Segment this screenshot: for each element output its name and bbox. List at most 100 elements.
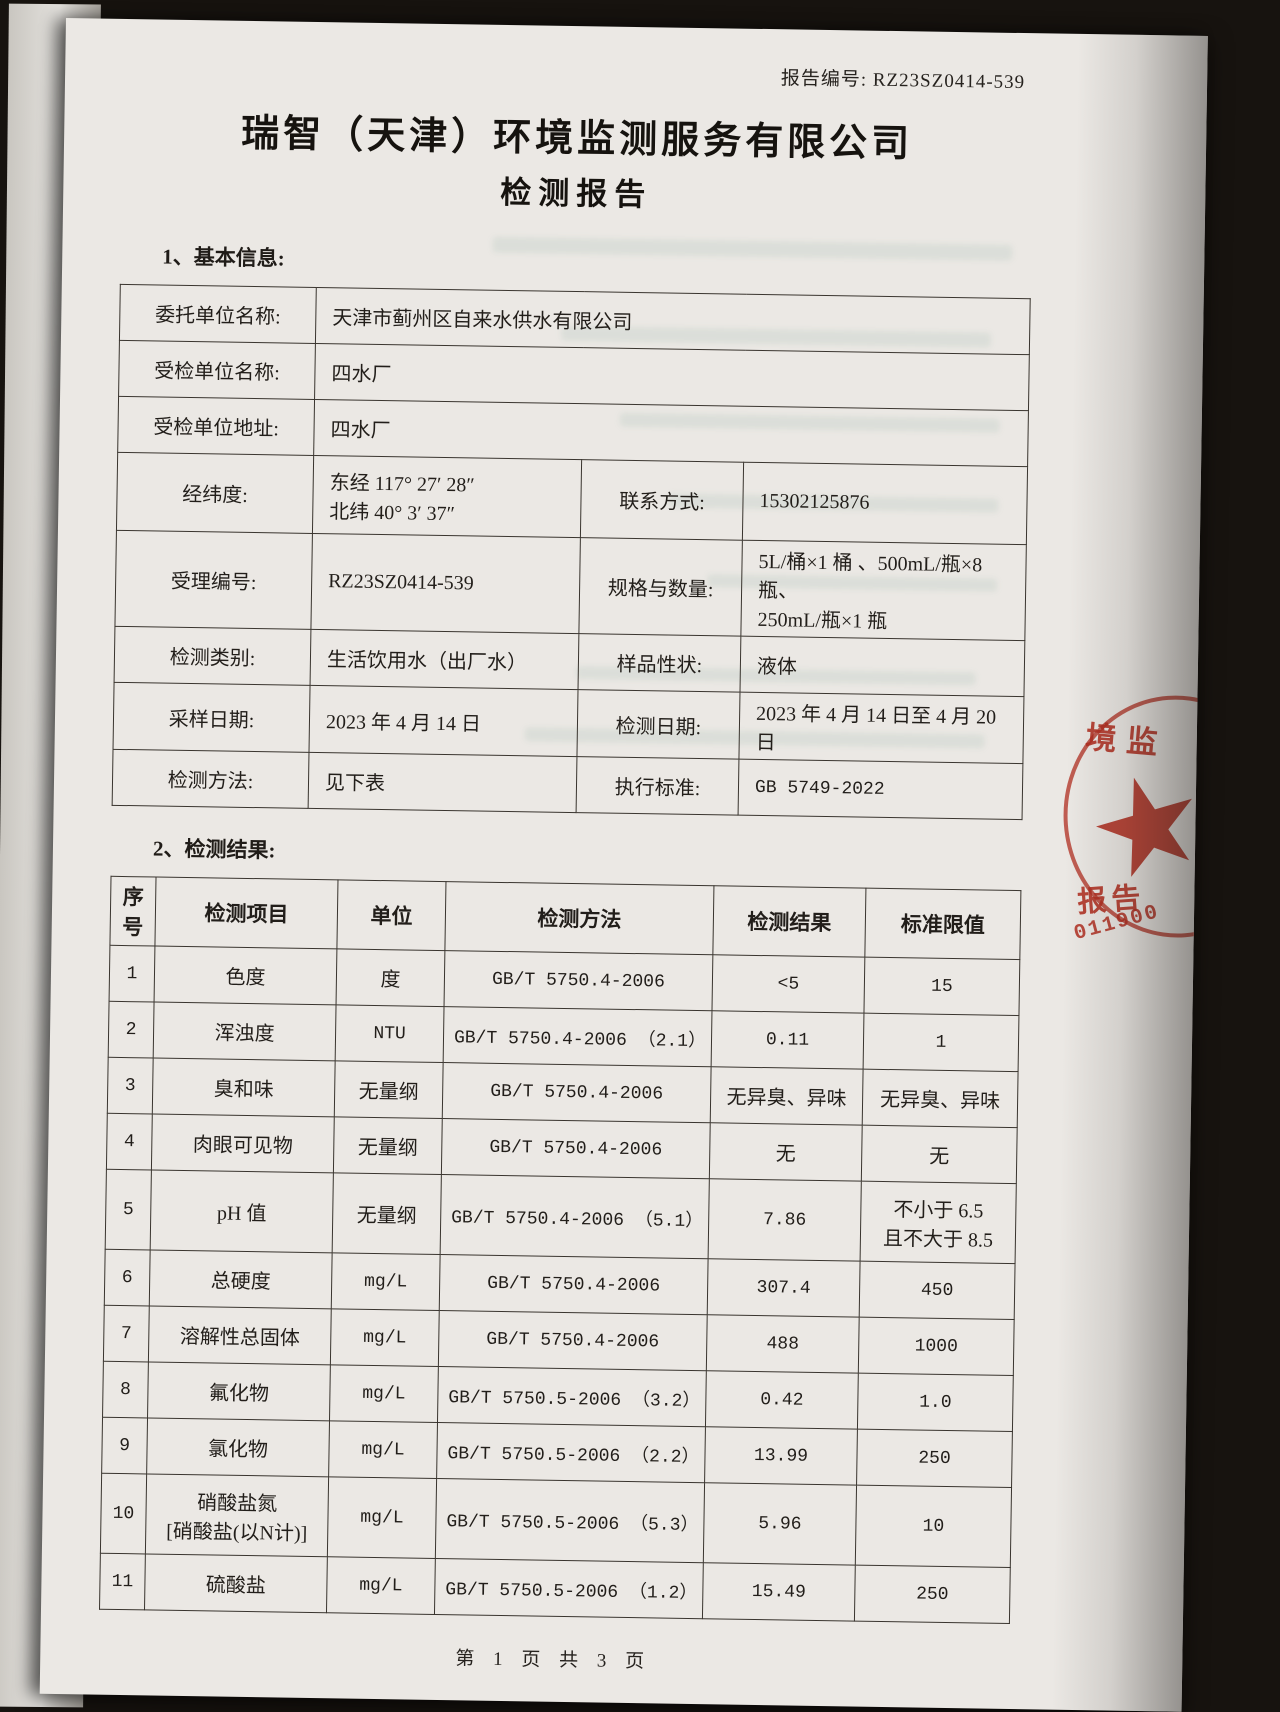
report-number-value: RZ23SZ0414-539: [872, 69, 1026, 94]
label-cell: 受理编号:: [114, 530, 313, 630]
item-cell: 硫酸盐: [144, 1554, 328, 1613]
unit-cell: mg/L: [326, 1556, 436, 1615]
no-cell: 6: [104, 1249, 151, 1307]
value-cell: 5L/桶×1 桶 、500mL/瓶×8 瓶、 250mL/瓶×1 瓶: [740, 540, 1027, 641]
label-cell: 规格与数量:: [578, 537, 743, 637]
label-cell: 检测方法:: [112, 749, 309, 809]
label-cell: 受检单位地址:: [117, 396, 315, 456]
label-cell: 检测日期:: [576, 689, 740, 760]
value-cell: GB 5749-2022: [738, 759, 1023, 820]
value-cell: RZ23SZ0414-539: [310, 533, 581, 634]
report-number-label: 报告编号:: [780, 68, 874, 91]
no-cell: 11: [99, 1553, 146, 1611]
info-row: 受理编号: RZ23SZ0414-539 规格与数量: 5L/桶×1 桶 、50…: [114, 530, 1027, 641]
result-cell: 5.96: [703, 1482, 857, 1566]
label-cell: 受检单位名称:: [118, 340, 316, 400]
header-cell: 检测结果: [712, 885, 866, 958]
label-cell: 检测类别:: [114, 626, 311, 686]
method-cell: GB/T 5750.4-2006: [439, 1254, 709, 1315]
unit-cell: 度: [336, 949, 445, 1007]
report-content: 报告编号: RZ23SZ0414-539 瑞智（天津）环境监测服务有限公司 检测…: [98, 19, 1034, 1679]
basic-info-table: 委托单位名称: 天津市蓟州区自来水供水有限公司 受检单位名称: 四水厂 受检单位…: [111, 284, 1031, 821]
unit-cell: mg/L: [331, 1252, 441, 1311]
header-cell: 检测项目: [154, 877, 338, 950]
unit-cell: 无量纲: [333, 1116, 443, 1175]
header-cell: 单位: [336, 880, 446, 951]
item-cell: 溶解性总固体: [148, 1306, 332, 1365]
item-cell: 总硬度: [149, 1250, 333, 1309]
item-cell: 肉眼可见物: [151, 1114, 335, 1173]
result-cell: 无: [709, 1122, 863, 1182]
method-cell: GB/T 5750.4-2006 （5.1）: [440, 1174, 710, 1259]
method-cell: GB/T 5750.5-2006 （1.2）: [434, 1558, 704, 1619]
method-cell: GB/T 5750.4-2006: [442, 1062, 712, 1123]
result-cell: 15.49: [702, 1562, 856, 1622]
info-row: 经纬度: 东经 117° 27′ 28″ 北纬 40° 3′ 37″ 联系方式:…: [116, 452, 1028, 545]
method-cell: GB/T 5750.5-2006 （5.3）: [435, 1478, 705, 1563]
result-cell: 0.11: [711, 1010, 864, 1070]
limit-cell: 无: [861, 1125, 1018, 1184]
result-cell: 0.42: [705, 1370, 859, 1430]
result-cell: 7.86: [708, 1178, 862, 1262]
result-cell: 307.4: [707, 1258, 861, 1318]
no-cell: 5: [105, 1169, 152, 1251]
limit-cell: 15: [863, 957, 1020, 1016]
red-seal-stamp: 境监 报告 011900: [1047, 679, 1208, 954]
limit-cell: 250: [854, 1565, 1011, 1624]
value-cell: 液体: [739, 636, 1025, 697]
method-cell: GB/T 5750.4-2006: [441, 1118, 711, 1179]
unit-cell: NTU: [335, 1005, 445, 1063]
no-cell: 9: [101, 1417, 148, 1475]
method-cell: GB/T 5750.4-2006: [444, 950, 713, 1011]
stamp-arc-text: 境监: [1084, 719, 1169, 762]
value-cell: 见下表: [308, 752, 577, 813]
unit-cell: mg/L: [327, 1476, 437, 1559]
no-cell: 4: [106, 1113, 153, 1171]
label-cell: 联系方式:: [580, 459, 744, 541]
unit-cell: mg/L: [329, 1364, 439, 1423]
header-cell: 标准限值: [864, 888, 1021, 960]
label-cell: 执行标准:: [576, 756, 739, 816]
item-cell: pH 值: [150, 1170, 334, 1253]
page-number: 第 1 页 共 3 页: [455, 1648, 652, 1673]
limit-cell: 250: [856, 1429, 1013, 1488]
unit-cell: mg/L: [328, 1420, 438, 1479]
method-cell: GB/T 5750.5-2006 （2.2）: [436, 1422, 706, 1483]
method-cell: GB/T 5750.4-2006 （2.1）: [443, 1006, 712, 1067]
report-title: 检测报告: [500, 175, 653, 213]
value-cell: 15302125876: [742, 462, 1028, 545]
result-cell: 无异臭、异味: [710, 1066, 864, 1126]
unit-cell: mg/L: [330, 1308, 440, 1367]
no-cell: 8: [102, 1361, 149, 1419]
limit-cell: 无异臭、异味: [862, 1069, 1019, 1128]
value-cell: 2023 年 4 月 14 日至 4 月 20 日: [738, 692, 1024, 764]
results-table: 序号 检测项目 单位 检测方法 检测结果 标准限值 1 色度 度 GB/T 57…: [99, 875, 1022, 1625]
value-cell: 2023 年 4 月 14 日: [308, 685, 579, 757]
limit-cell: 1000: [858, 1317, 1015, 1376]
unit-cell: 无量纲: [332, 1172, 442, 1255]
limit-cell: 10: [855, 1485, 1012, 1568]
value-cell: 东经 117° 27′ 28″ 北纬 40° 3′ 37″: [312, 455, 582, 538]
no-cell: 7: [103, 1305, 150, 1363]
limit-cell: 不小于 6.5 且不大于 8.5: [860, 1181, 1017, 1264]
report-number: 报告编号: RZ23SZ0414-539: [123, 53, 1033, 94]
header-cell: 检测方法: [444, 881, 714, 955]
result-row: 5 pH 值 无量纲 GB/T 5750.4-2006 （5.1） 7.86 不…: [105, 1169, 1017, 1264]
item-cell: 浑浊度: [153, 1002, 337, 1061]
section2-heading: 2、检测结果:: [152, 836, 276, 863]
item-cell: 臭和味: [152, 1058, 336, 1117]
result-cell: 13.99: [704, 1426, 858, 1486]
method-cell: GB/T 5750.4-2006: [438, 1310, 708, 1371]
no-cell: 10: [100, 1473, 147, 1555]
item-cell: 氯化物: [146, 1418, 330, 1477]
header-cell: 序号: [109, 876, 157, 947]
result-cell: <5: [711, 954, 865, 1014]
label-cell: 委托单位名称:: [119, 284, 317, 344]
unit-cell: 无量纲: [334, 1060, 444, 1119]
section1-heading: 1、基本信息:: [162, 244, 285, 271]
value-cell: 生活饮用水（出厂水）: [310, 629, 579, 690]
limit-cell: 1.0: [857, 1373, 1014, 1432]
no-cell: 1: [109, 945, 155, 1003]
item-cell: 氟化物: [147, 1362, 331, 1421]
